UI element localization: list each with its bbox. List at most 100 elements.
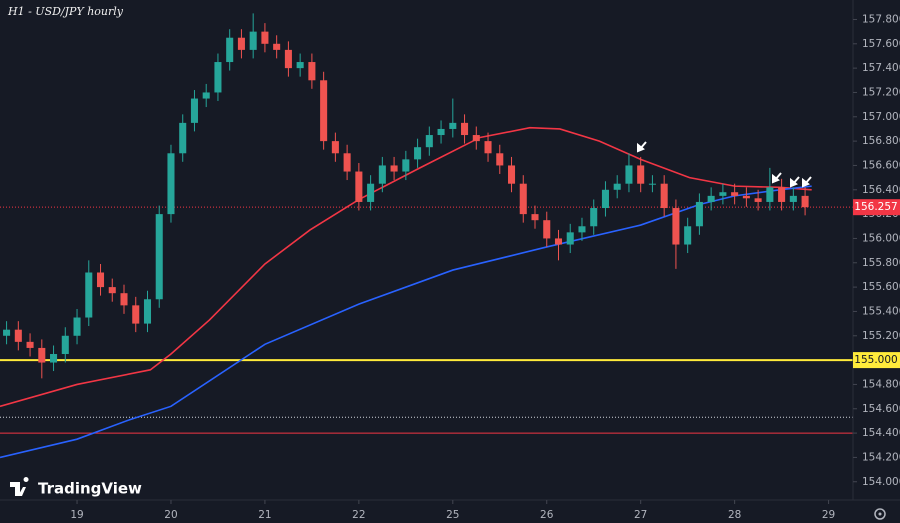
candle-body <box>648 183 656 185</box>
candle-body <box>461 122 469 136</box>
candle-body <box>578 226 586 233</box>
candle-body <box>237 37 245 50</box>
x-tick-label: 19 <box>70 509 83 521</box>
candle-body <box>390 165 398 172</box>
x-tick-label: 29 <box>822 509 835 521</box>
arrow-head <box>790 177 798 188</box>
candle-body <box>801 195 809 208</box>
annotation-arrows <box>637 141 812 188</box>
candle-body <box>425 135 433 148</box>
arrow-head <box>802 177 810 188</box>
plot-area <box>0 13 853 459</box>
candle-body <box>320 80 328 142</box>
settings-icon[interactable] <box>874 508 886 520</box>
candle-body <box>284 49 292 69</box>
moving-average-line <box>0 126 812 408</box>
candle-body <box>719 192 727 196</box>
x-tick-label: 20 <box>164 509 177 521</box>
y-tick-label: 155.200 <box>862 330 900 342</box>
candle-body <box>437 128 445 136</box>
candle-body <box>355 171 363 202</box>
candle-body <box>132 305 140 324</box>
candle-body <box>167 153 175 215</box>
candle-body <box>601 189 609 209</box>
candle-body <box>308 62 316 81</box>
candle-body <box>190 98 198 123</box>
candle-body <box>402 159 410 172</box>
y-tick-label: 157.400 <box>862 62 900 74</box>
candle-body <box>143 299 152 324</box>
settings-icon-center <box>878 512 882 516</box>
candle-body <box>672 208 680 245</box>
arrow-head <box>772 173 780 184</box>
candle-body <box>778 187 786 202</box>
candle-body <box>108 287 116 294</box>
candle-body <box>742 195 750 199</box>
candle-body <box>766 187 774 202</box>
candle-body <box>296 62 304 69</box>
candle-body <box>26 341 34 348</box>
candle-body <box>531 214 539 221</box>
candle-body <box>484 141 492 154</box>
candle-body <box>155 214 163 300</box>
x-tick-label: 28 <box>728 509 741 521</box>
candle-body <box>660 183 668 209</box>
candle-body <box>378 165 386 184</box>
candle-body <box>449 122 457 129</box>
candle-body <box>14 329 22 342</box>
candle-body <box>789 195 797 202</box>
candle-body <box>731 192 739 196</box>
candle-body <box>202 92 210 99</box>
y-tick-label: 157.200 <box>862 86 900 98</box>
y-tick-label: 156.800 <box>862 135 900 147</box>
settings-icon[interactable] <box>874 508 886 520</box>
x-tick-label: 21 <box>258 509 271 521</box>
candle-body <box>566 232 574 245</box>
level-label: 156.257 <box>854 201 897 213</box>
candle-body <box>3 329 11 336</box>
candle-body <box>590 208 598 227</box>
candle-body <box>273 43 281 50</box>
candle-body <box>507 165 516 184</box>
candle-body <box>414 147 422 160</box>
candle-body <box>96 272 105 288</box>
candle-body <box>331 141 339 154</box>
candle-body <box>214 62 222 93</box>
candle-body <box>637 165 645 184</box>
y-tick-label: 154.800 <box>862 378 900 390</box>
candle-body <box>73 317 81 336</box>
y-tick-label: 156.400 <box>862 184 900 196</box>
y-tick-label: 157.800 <box>862 13 900 25</box>
candle-body <box>695 201 703 227</box>
y-tick-label: 155.800 <box>862 257 900 269</box>
candle-body <box>707 195 715 202</box>
candle-body <box>367 183 375 202</box>
y-tick-label: 155.400 <box>862 305 900 317</box>
candle-body <box>179 122 187 154</box>
level-label-box <box>853 199 900 216</box>
x-tick-label: 26 <box>540 509 554 521</box>
x-tick-label: 25 <box>446 509 459 521</box>
candle-body <box>38 347 46 363</box>
candle-body <box>226 37 234 63</box>
arrow-head <box>637 142 645 153</box>
candle-body <box>496 153 504 166</box>
y-tick-label: 155.600 <box>862 281 900 293</box>
logo-text: TradingView <box>38 480 142 498</box>
y-tick-label: 154.200 <box>862 451 900 463</box>
x-tick-label: 22 <box>352 509 365 521</box>
candle-body <box>120 293 128 306</box>
candle-body <box>50 354 58 363</box>
candle-body <box>472 135 480 142</box>
candle-body <box>519 183 527 215</box>
y-tick-label: 156.600 <box>862 159 900 171</box>
candle-body <box>543 220 551 239</box>
y-tick-label: 157.000 <box>862 111 900 123</box>
candle-body <box>343 153 351 172</box>
candle-body <box>85 272 93 318</box>
level-label-box <box>853 352 900 369</box>
logo-icon <box>10 477 29 496</box>
